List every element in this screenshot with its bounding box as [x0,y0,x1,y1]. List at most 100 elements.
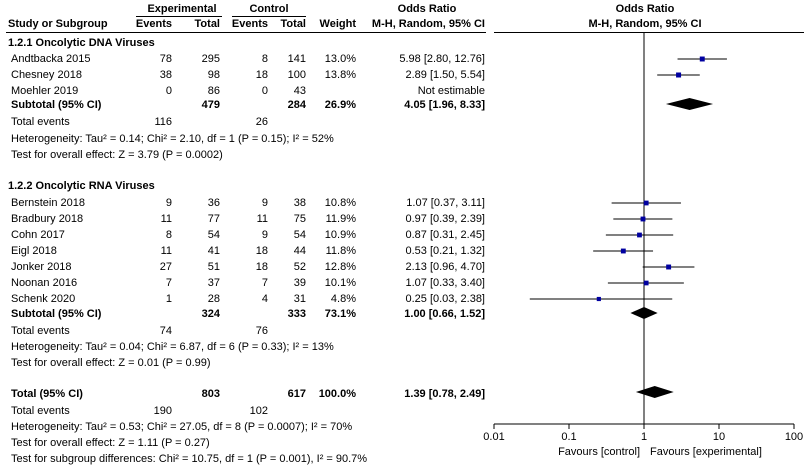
study-name: Jonker 2018 [11,261,72,273]
total-control: 38 [293,197,306,209]
total-control: 43 [293,85,306,97]
events-control: 0 [261,85,268,97]
total-events-control: 26 [255,116,268,128]
weight: 4.8% [330,293,356,305]
x-tick-label: 100 [785,431,803,443]
odds-ratio-ci: 5.98 [2.80, 12.76] [399,53,485,65]
group-underline-control [232,16,306,17]
events-experimental: 9 [165,197,172,209]
favours-experimental-label: Favours [experimental] [650,446,762,458]
events-control: 7 [261,277,268,289]
heterogeneity-text: Heterogeneity: Tau² = 0.14; Chi² = 2.10,… [11,133,334,145]
study-name: Chesney 2018 [11,69,82,81]
odds-ratio-ci: 2.13 [0.96, 4.70] [405,261,485,273]
total-control: 52 [293,261,306,273]
overall-total-events-experimental: 190 [153,405,172,417]
group-underline-experimental [136,16,222,17]
point-estimate-square [640,216,646,222]
total-control: 100 [287,69,306,81]
x-tick-label: 0.1 [561,431,576,443]
total-experimental: 28 [207,293,220,305]
subtotal-total-experimental: 324 [201,308,220,320]
subtotal-diamond [630,307,658,319]
study-name: Moehler 2019 [11,85,79,97]
total-control: 75 [293,213,306,225]
odds-ratio-ci: Not estimable [417,85,485,97]
total-label: Total (95% CI) [11,388,83,400]
total-experimental: 37 [207,277,220,289]
total-experimental: 51 [207,261,220,273]
subtotal-total-control: 333 [287,308,306,320]
weight: 12.8% [324,261,356,273]
total-experimental: 98 [207,69,220,81]
study-name: Bernstein 2018 [11,197,85,209]
column-weight: Weight [319,18,356,30]
events-control: 8 [261,53,268,65]
events-control: 9 [261,197,268,209]
odds-ratio-table-header: Odds Ratio [397,3,457,15]
odds-ratio-ci: 2.89 [1.50, 5.54] [405,69,485,81]
events-experimental: 8 [165,229,172,241]
subtotal-total-control: 284 [287,99,306,111]
subtotal-label: Subtotal (95% CI) [11,308,102,320]
odds-ratio-ci: 0.87 [0.31, 2.45] [405,229,485,241]
overall-effect-text: Test for overall effect: Z = 3.79 (P = 0… [11,149,223,161]
experimental-group-header: Experimental [147,3,217,15]
total-total-experimental: 803 [201,388,220,400]
events-control: 9 [261,229,268,241]
odds-ratio-ci: 0.25 [0.03, 2.38] [405,293,485,305]
total-experimental: 41 [207,245,220,257]
events-control: 11 [256,213,268,225]
total-weight: 100.0% [318,388,356,400]
total-events-label: Total events [11,116,70,128]
total-events-experimental: 74 [159,325,172,337]
total-experimental: 54 [207,229,220,241]
weight: 10.8% [324,197,356,209]
column-events-experimental: Events [135,18,172,30]
favours-control-label: Favours [control] [558,446,640,458]
point-estimate-square [620,248,626,254]
total-odds-ratio-ci: 1.39 [0.78, 2.49] [404,388,485,400]
events-control: 18 [255,69,268,81]
column-study: Study or Subgroup [8,18,108,30]
overall-total-events-control: 102 [249,405,268,417]
point-estimate-square [643,280,649,286]
odds-ratio-ci: 0.53 [0.21, 1.32] [405,245,485,257]
column-total-control: Total [280,18,306,30]
total-events-label: Total events [11,325,70,337]
total-control: 44 [293,245,306,257]
total-events-experimental: 116 [154,116,172,128]
point-estimate-square [596,296,601,302]
header-rule-table [6,32,486,33]
events-experimental: 0 [165,85,172,97]
events-experimental: 27 [159,261,172,273]
subtotal-weight: 26.9% [324,99,356,111]
column-method-plot: M-H, Random, 95% CI [588,18,702,30]
x-axis-ticks: 0.01 0.1 1 10 100 [483,424,803,443]
forest-marks [529,56,727,398]
subgroup-title: 1.2.1 Oncolytic DNA Viruses [8,37,155,49]
overall-total-events-label: Total events [11,405,70,417]
odds-ratio-ci: 1.07 [0.37, 3.11] [406,197,485,209]
weight: 10.1% [324,277,356,289]
total-control: 54 [293,229,306,241]
column-method-table: M-H, Random, 95% CI [371,18,485,30]
study-name: Bradbury 2018 [11,213,84,225]
point-estimate-square [643,200,649,206]
odds-ratio-ci: 1.07 [0.33, 3.40] [405,277,485,289]
x-tick-label: 0.01 [483,431,504,443]
weight: 10.9% [324,229,356,241]
study-name: Andtbacka 2015 [11,53,91,65]
total-experimental: 86 [207,85,220,97]
subtotal-total-experimental: 479 [201,99,220,111]
column-events-control: Events [231,18,268,30]
events-experimental: 38 [159,69,172,81]
total-control: 39 [293,277,306,289]
total-experimental: 295 [201,53,220,65]
weight: 11.8% [325,245,356,257]
header-rule-plot [494,32,804,33]
study-name: Cohn 2017 [11,229,65,241]
study-name: Schenk 2020 [11,293,76,305]
subtotal-diamond [665,98,714,110]
